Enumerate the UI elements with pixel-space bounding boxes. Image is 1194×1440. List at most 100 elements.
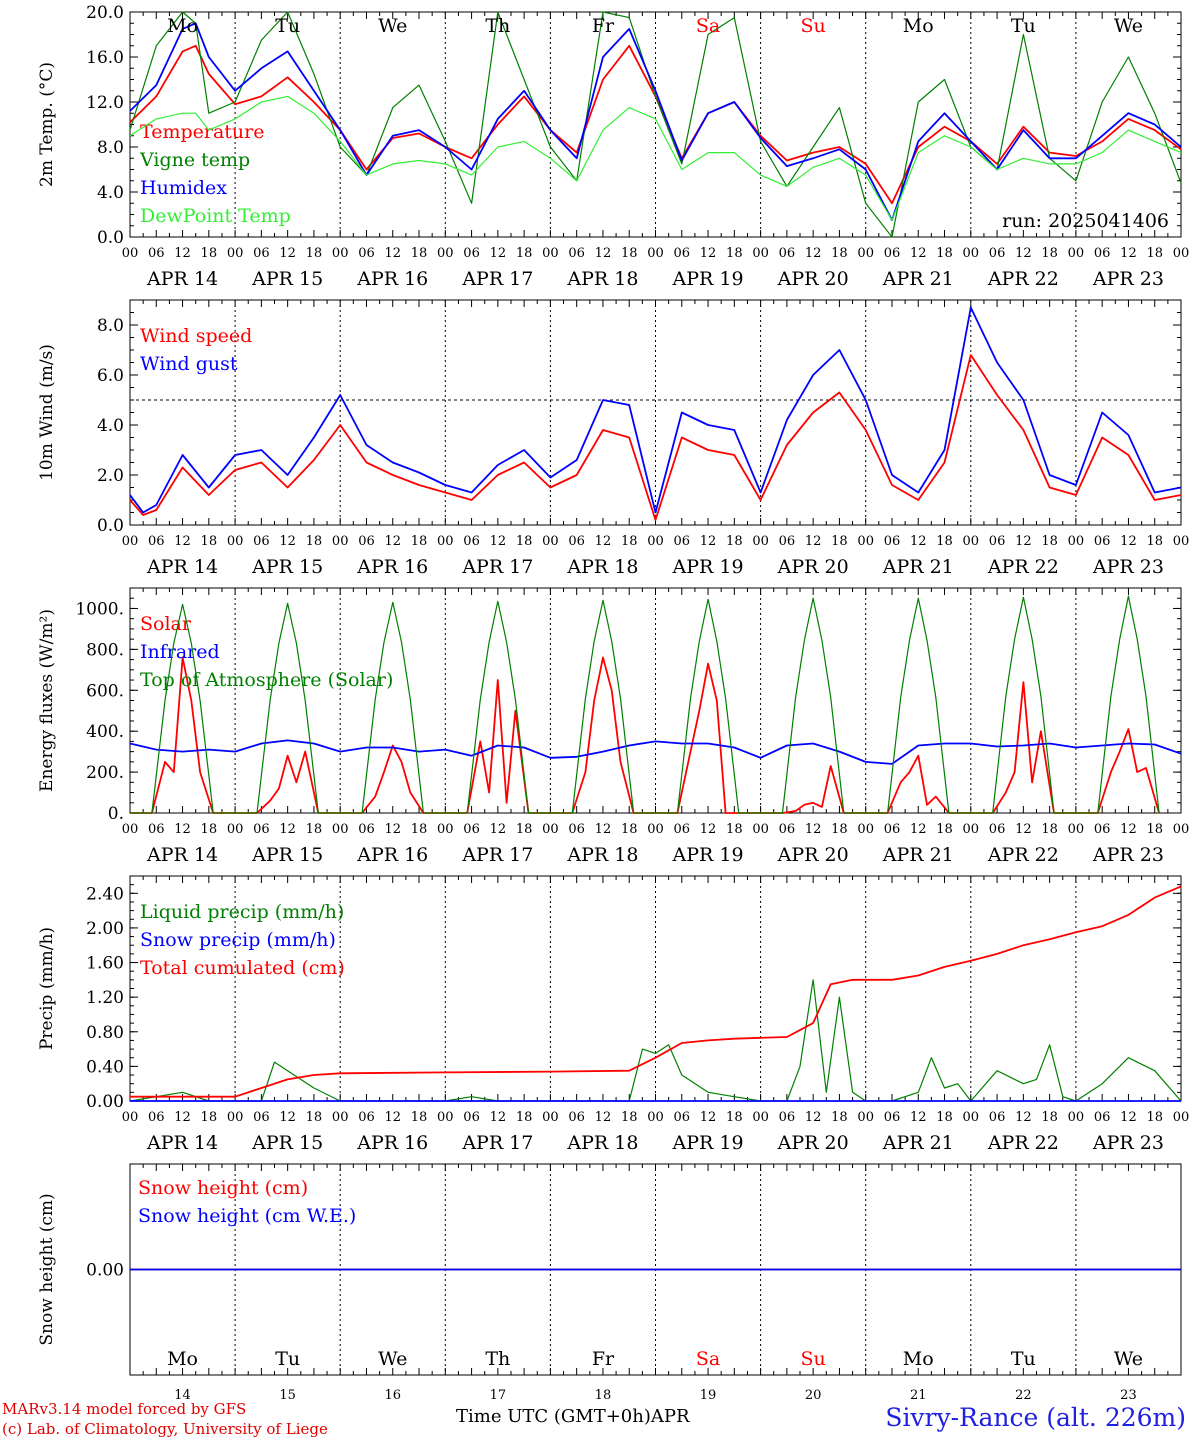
weekday-label: Sa — [696, 15, 720, 37]
hour-tick-label: 06 — [884, 822, 901, 837]
hour-tick-label: 18 — [621, 246, 638, 261]
hour-tick-label: 00 — [332, 822, 349, 837]
hour-tick-label: 00 — [752, 246, 769, 261]
hour-tick-label: 00 — [1173, 822, 1190, 837]
hour-tick-label: 06 — [674, 1110, 691, 1125]
hour-tick-label: 18 — [726, 534, 743, 549]
hour-tick-label: 00 — [332, 534, 349, 549]
hour-tick-label: 00 — [542, 534, 559, 549]
hour-tick-label: 12 — [490, 1110, 507, 1125]
hour-tick-label: 12 — [700, 246, 717, 261]
y-tick-label: 0.80 — [86, 1023, 124, 1043]
date-label: APR 15 — [251, 268, 323, 290]
hour-tick-label: 00 — [963, 822, 980, 837]
weekday-label: Su — [801, 1348, 826, 1370]
hour-tick-label: 06 — [358, 246, 375, 261]
hour-tick-label: 00 — [542, 1110, 559, 1125]
legend-entry: Solar — [140, 613, 192, 635]
hour-tick-label: 06 — [568, 246, 585, 261]
hour-tick-label: 06 — [253, 246, 270, 261]
date-label: APR 15 — [251, 1132, 323, 1154]
date-label: APR 21 — [882, 268, 954, 290]
hour-tick-label: 00 — [1068, 822, 1085, 837]
date-label: APR 15 — [251, 844, 323, 866]
hour-tick-label: 00 — [1068, 534, 1085, 549]
hour-tick-label: 06 — [989, 246, 1006, 261]
date-label: APR 14 — [146, 556, 218, 578]
station-name: Sivry-Rance (alt. 226m) — [885, 1403, 1186, 1432]
hour-tick-label: 18 — [831, 1110, 848, 1125]
hour-tick-label: 06 — [674, 534, 691, 549]
hour-tick-label: 12 — [174, 534, 191, 549]
hour-tick-label: 12 — [384, 822, 401, 837]
hour-tick-label: 00 — [857, 822, 874, 837]
hour-tick-label: 18 — [411, 1110, 428, 1125]
hour-tick-label: 12 — [805, 822, 822, 837]
weekday-label: Mo — [903, 1348, 934, 1370]
y-tick-label: 0.00 — [86, 1092, 124, 1112]
hour-tick-label: 12 — [384, 534, 401, 549]
hour-tick-label: 18 — [831, 822, 848, 837]
hour-tick-label: 00 — [1068, 246, 1085, 261]
day-number-label: 19 — [700, 1388, 717, 1403]
y-axis-label: Energy fluxes (W/m²) — [37, 609, 57, 792]
weekday-label: Tu — [1011, 1348, 1036, 1370]
y-tick-label: 20.0 — [86, 3, 124, 23]
y-tick-label: 4.0 — [97, 183, 124, 203]
date-label: APR 19 — [672, 1132, 744, 1154]
hour-tick-label: 00 — [437, 534, 454, 549]
hour-tick-label: 12 — [279, 534, 296, 549]
hour-tick-label: 12 — [1120, 246, 1137, 261]
hour-tick-label: 00 — [122, 534, 139, 549]
hour-tick-label: 00 — [752, 822, 769, 837]
date-label: APR 22 — [987, 268, 1059, 290]
hour-tick-label: 12 — [805, 1110, 822, 1125]
hour-tick-label: 12 — [279, 1110, 296, 1125]
weekday-label: Fr — [592, 1348, 615, 1370]
hour-tick-label: 00 — [857, 246, 874, 261]
hour-tick-label: 18 — [201, 534, 218, 549]
hour-tick-label: 00 — [122, 822, 139, 837]
hour-tick-label: 06 — [253, 534, 270, 549]
y-tick-label: 8.0 — [97, 138, 124, 158]
hour-tick-label: 00 — [963, 1110, 980, 1125]
legend-entry: Wind speed — [140, 325, 252, 347]
date-label: APR 22 — [987, 556, 1059, 578]
weekday-label: Tu — [1011, 15, 1036, 37]
date-label: APR 19 — [672, 556, 744, 578]
hour-tick-label: 06 — [989, 534, 1006, 549]
date-label: APR 22 — [987, 1132, 1059, 1154]
x-axis-title: Time UTC (GMT+0h)APR — [456, 1406, 690, 1427]
hour-tick-label: 06 — [674, 822, 691, 837]
y-tick-label: 1.20 — [86, 988, 124, 1008]
weekday-label: We — [1114, 1348, 1143, 1370]
hour-tick-label: 12 — [174, 822, 191, 837]
legend-entry: Snow precip (mm/h) — [140, 929, 336, 951]
hour-tick-label: 06 — [674, 246, 691, 261]
y-tick-label: 16.0 — [86, 48, 124, 68]
weekday-label: We — [378, 1348, 407, 1370]
date-label: APR 19 — [672, 268, 744, 290]
hour-tick-label: 18 — [306, 1110, 323, 1125]
day-number-label: 14 — [174, 1388, 191, 1403]
weekday-label: Tu — [275, 1348, 300, 1370]
hour-tick-label: 06 — [1094, 534, 1111, 549]
date-label: APR 23 — [1092, 556, 1164, 578]
date-label: APR 22 — [987, 844, 1059, 866]
hour-tick-label: 12 — [700, 534, 717, 549]
hour-tick-label: 00 — [227, 1110, 244, 1125]
hour-tick-label: 06 — [779, 534, 796, 549]
hour-tick-label: 00 — [963, 534, 980, 549]
series-line — [129, 979, 1182, 1102]
date-label: APR 23 — [1092, 268, 1164, 290]
day-number-label: 23 — [1120, 1388, 1137, 1403]
date-label: APR 18 — [566, 1132, 638, 1154]
hour-tick-label: 06 — [884, 534, 901, 549]
hour-tick-label: 00 — [857, 1110, 874, 1125]
weekday-label: Fr — [592, 15, 615, 37]
hour-tick-label: 06 — [568, 822, 585, 837]
y-tick-label: 2.40 — [86, 884, 124, 904]
hour-tick-label: 18 — [726, 822, 743, 837]
hour-tick-label: 18 — [621, 1110, 638, 1125]
